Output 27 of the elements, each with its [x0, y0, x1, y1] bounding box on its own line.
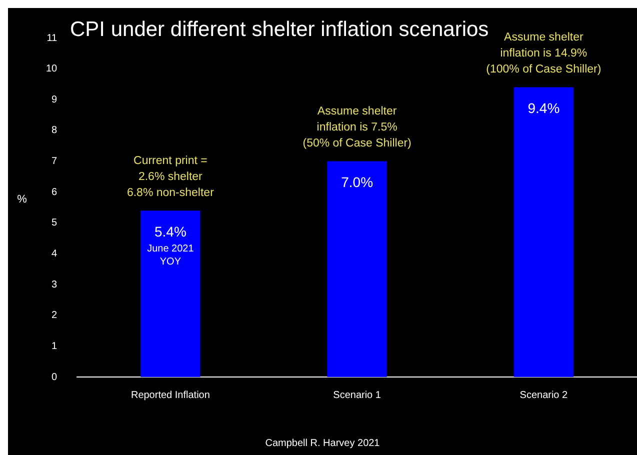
data-label: 7.0%: [341, 174, 374, 190]
y-tick-label: 0: [52, 372, 58, 383]
y-tick-label: 5: [52, 218, 58, 229]
y-tick-label: 6: [52, 186, 58, 198]
y-axis-title: %: [17, 194, 28, 206]
y-tick-label: 10: [46, 64, 58, 75]
chart-title: CPI under different shelter inflation scenarios: [70, 18, 489, 41]
y-tick-label: 1: [52, 340, 58, 352]
y-tick-label: 4: [52, 248, 58, 260]
x-tick-label: Scenario 2: [520, 390, 568, 401]
y-tick-label: 9: [52, 94, 58, 106]
annotation: June 2021 YOY: [147, 243, 194, 268]
bar: [327, 161, 387, 377]
text: Campbell R. Harvey 2021: [265, 438, 380, 449]
x-tick-label: Scenario 1: [333, 390, 382, 401]
x-tick-label: Reported Inflation: [130, 390, 210, 401]
y-tick-label: 3: [52, 279, 58, 290]
y-tick-label: 11: [46, 32, 58, 44]
y-tick-label: 8: [52, 125, 58, 136]
data-label: 9.4%: [528, 100, 560, 116]
bar: [140, 210, 200, 377]
y-tick-label: 2: [52, 310, 58, 322]
bar: [514, 87, 574, 377]
annotation: Assume shelter inflation is 7.5% (50% of Case Shiller): [302, 105, 412, 150]
data-label: 5.4%: [154, 223, 186, 240]
annotation: Current print = 2.6% shelter 6.8% non-shelter: [126, 154, 214, 199]
y-tick-label: 7: [52, 156, 58, 168]
